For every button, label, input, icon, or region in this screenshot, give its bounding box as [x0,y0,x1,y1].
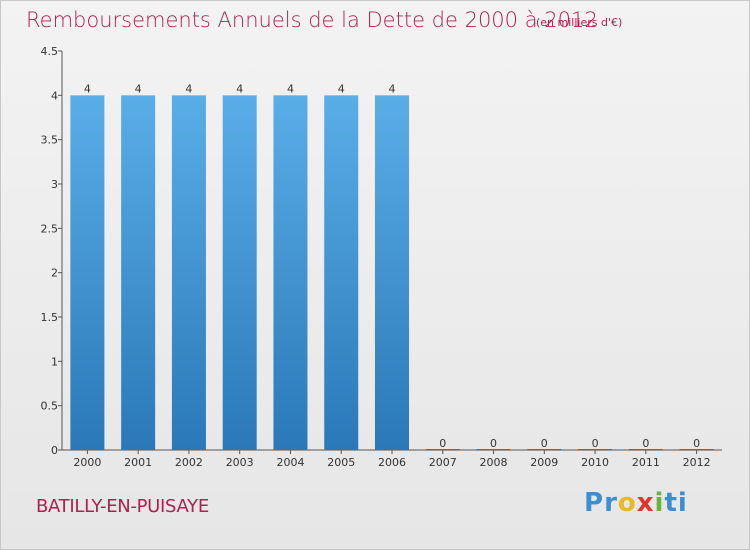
y-tick-label: 4.5 [41,45,59,58]
data-label: 0 [693,437,700,450]
y-tick-label: 4 [51,89,58,102]
y-tick-label: 2.5 [41,222,59,235]
bar [527,449,562,450]
y-tick-label: 3.5 [41,134,59,147]
data-label: 0 [439,437,446,450]
y-tick-label: 0 [51,444,58,457]
data-label: 4 [135,82,142,95]
x-tick-label: 2012 [683,456,711,469]
bar [171,95,206,450]
data-label: 0 [541,437,548,450]
logo-letter: r [604,488,618,518]
bar [121,95,156,450]
data-label: 0 [490,437,497,450]
logo-letter: P [584,488,605,518]
bar [222,95,257,450]
y-tick-label: 2 [51,267,58,280]
x-tick-label: 2011 [632,456,660,469]
bar [679,449,714,450]
chart-bars [70,95,714,450]
bar [324,95,359,450]
data-label: 4 [287,82,294,95]
y-tick-label: 0.5 [41,400,59,413]
commune-name: BATILLY-EN-PUISAYE [36,496,209,517]
chart-labels: 2000 4 2001 4 2002 4 2003 4 2004 4 2005 4 2006 4 2007 0… [73,82,710,469]
y-tick-label: 3 [51,178,58,191]
logo-letter: i [654,488,665,518]
data-label: 0 [592,437,599,450]
x-tick-label: 2009 [530,456,558,469]
logo-letter: x [636,488,655,518]
bar [425,449,460,450]
data-label: 4 [84,82,91,95]
x-tick-label: 2003 [226,456,254,469]
bar [273,95,308,450]
x-tick-label: 2006 [378,456,406,469]
x-tick-label: 2004 [276,456,304,469]
x-tick-label: 2008 [480,456,508,469]
logo-letter: i [677,488,688,518]
x-tick-label: 2010 [581,456,609,469]
bar [70,95,105,450]
x-tick-label: 2007 [429,456,457,469]
x-tick-label: 2005 [327,456,355,469]
logo-letter: t [664,488,678,518]
bar [578,449,613,450]
proxiti-logo: Proxiti [584,488,688,518]
data-label: 0 [642,437,649,450]
bar [476,449,511,450]
y-tick-label: 1 [51,355,58,368]
chart-unit: (en milliers d'€) [536,16,623,29]
bar [375,95,409,450]
x-tick-label: 2001 [124,456,152,469]
x-tick-label: 2002 [175,456,203,469]
data-label: 4 [338,82,345,95]
logo-letter: o [617,488,637,518]
data-label: 4 [389,82,396,95]
y-tick-label: 1.5 [41,311,59,324]
chart-title: Remboursements Annuels de la Dette de 20… [26,8,598,32]
data-label: 4 [185,82,192,95]
data-label: 4 [236,82,243,95]
bar [628,449,663,450]
x-tick-label: 2000 [73,456,101,469]
